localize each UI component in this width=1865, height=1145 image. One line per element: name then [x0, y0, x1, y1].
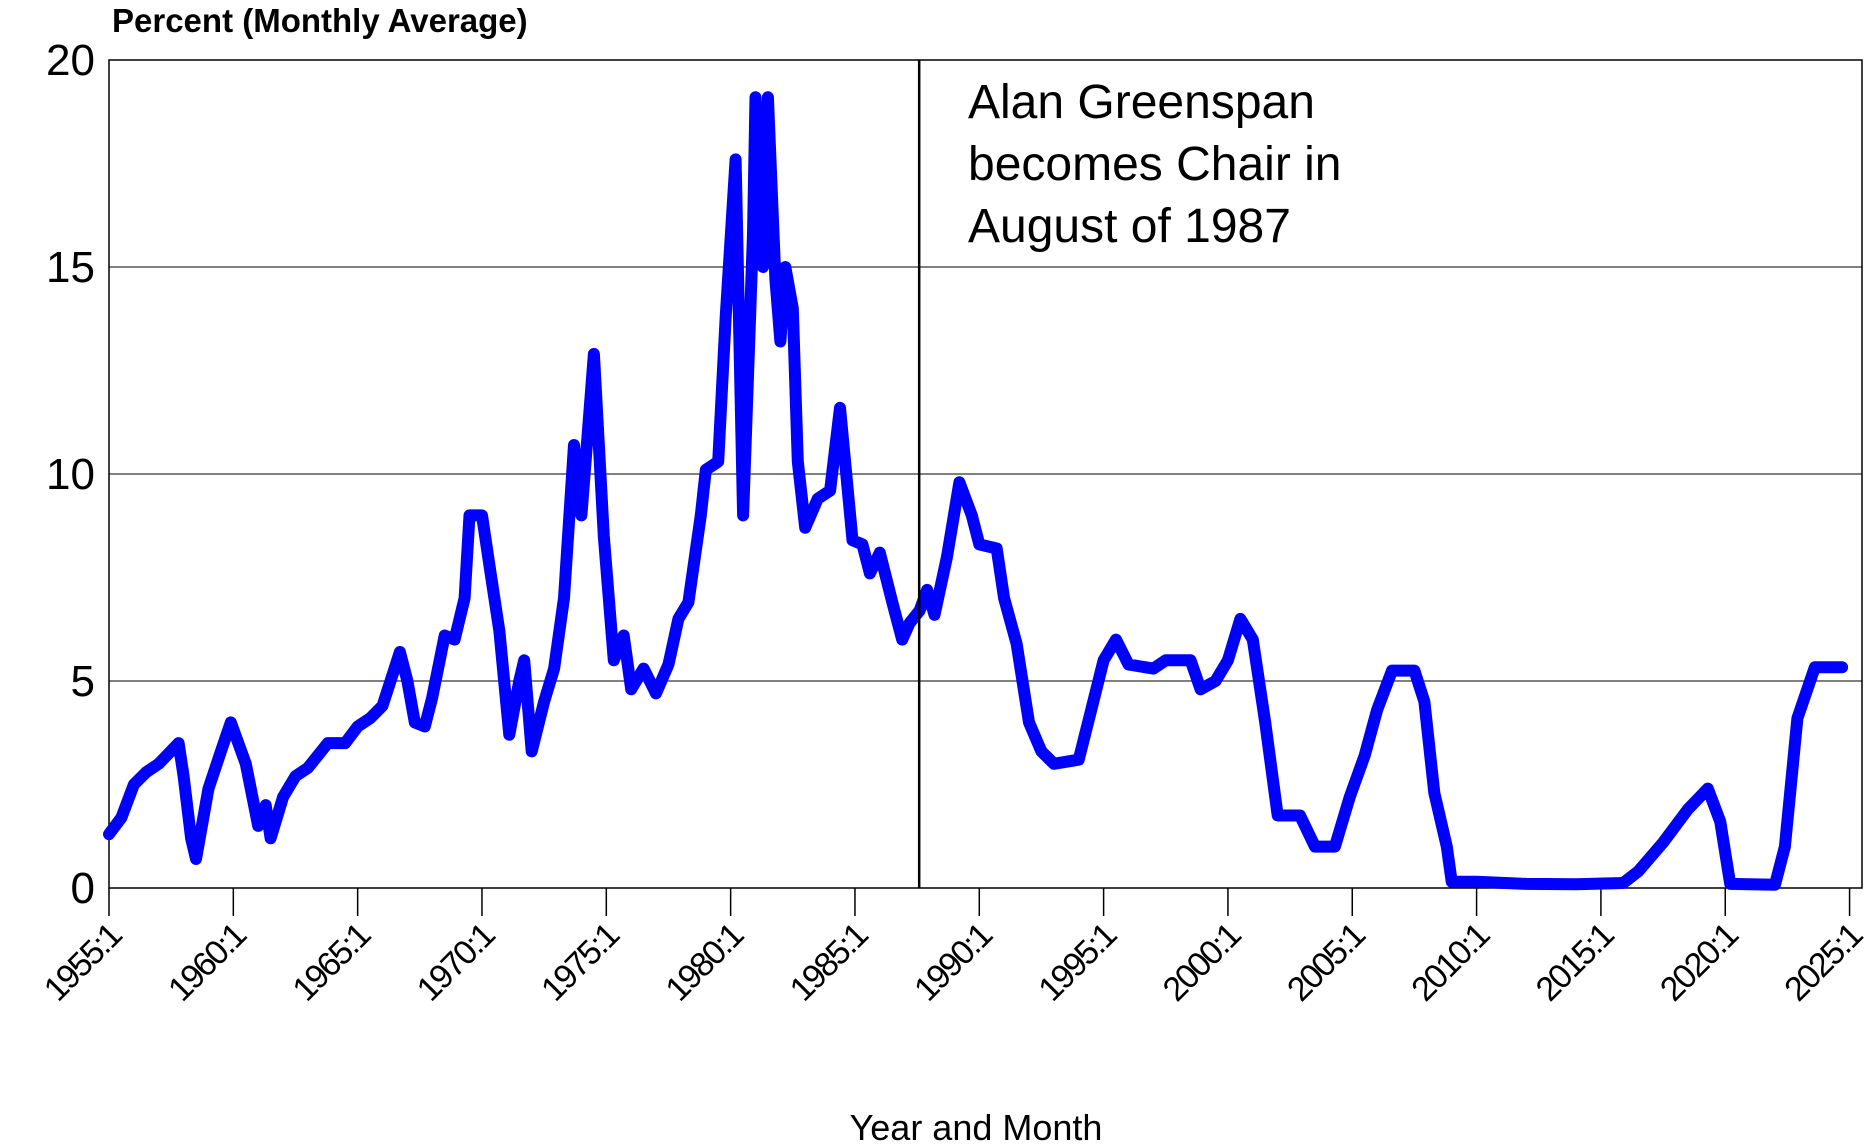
x-tick-label: 1965:1: [285, 916, 378, 1009]
x-tick-label: 1990:1: [907, 916, 1000, 1009]
x-axis-title: Year and Month: [850, 1107, 1103, 1145]
annotation: Alan Greenspan: [968, 76, 1315, 129]
x-tick-label: 1975:1: [534, 916, 627, 1009]
y-axis-title: Percent (Monthly Average): [112, 2, 528, 39]
x-tick-label: 1955:1: [37, 916, 130, 1009]
x-tick-label: 2025:1: [1777, 916, 1865, 1009]
x-tick-label: 1995:1: [1031, 916, 1124, 1009]
x-tick-label: 1970:1: [410, 916, 503, 1009]
x-tick-label: 1980:1: [658, 916, 751, 1009]
annotation: August of 1987: [968, 200, 1291, 253]
y-tick-label: 5: [71, 657, 95, 706]
x-tick-label: 2010:1: [1404, 916, 1497, 1009]
x-tick-label: 2020:1: [1653, 916, 1746, 1009]
y-tick-label: 10: [46, 450, 95, 499]
x-tick-label: 1985:1: [783, 916, 876, 1009]
x-tick-label: 1960:1: [161, 916, 254, 1009]
x-tick-label: 2015:1: [1529, 916, 1622, 1009]
line-series: [103, 91, 1849, 891]
y-tick-label: 0: [71, 864, 95, 913]
plot-border: [108, 59, 1863, 889]
annotation: becomes Chair in: [968, 138, 1342, 191]
y-tick-label: 15: [46, 243, 95, 292]
x-tick-label: 2005:1: [1280, 916, 1373, 1009]
y-tick-label: 20: [46, 36, 95, 85]
x-tick-label: 2000:1: [1156, 916, 1249, 1009]
